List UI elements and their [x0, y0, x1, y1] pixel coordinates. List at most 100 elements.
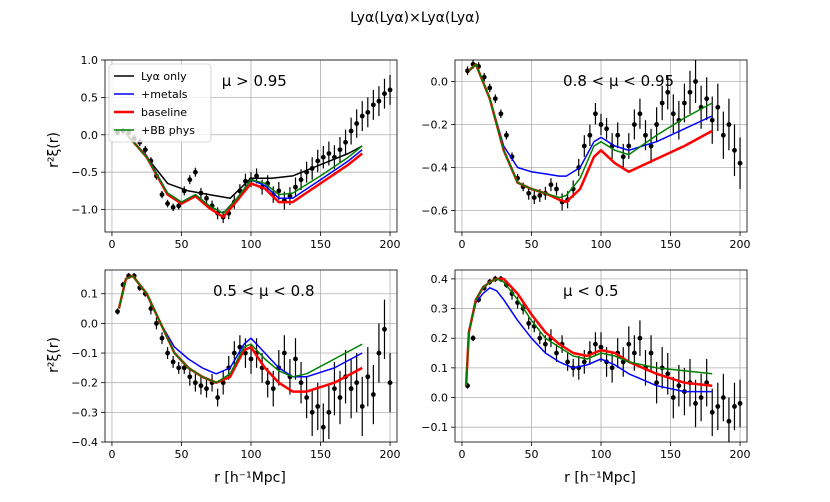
y-tick-label: −0.2 [421, 119, 448, 132]
data-point [587, 132, 593, 138]
x-tick-label: 50 [174, 448, 188, 461]
x-tick-label: 0 [108, 448, 115, 461]
data-point [648, 143, 654, 149]
panel-annotation: μ > 0.95 [222, 72, 287, 90]
data-point [526, 320, 532, 326]
data-point [204, 195, 209, 201]
y-tick-label: −1.0 [71, 204, 98, 217]
data-point [192, 380, 198, 386]
data-point [470, 335, 476, 341]
y-tick-label: 1.0 [81, 54, 99, 67]
data-point [365, 109, 371, 115]
data-point [598, 344, 604, 350]
data-point [654, 380, 660, 386]
data-point [737, 401, 743, 406]
data-point [254, 173, 259, 179]
data-point [682, 100, 687, 106]
x-tick-label: 150 [660, 448, 681, 461]
x-tick-label: 100 [591, 448, 612, 461]
data-point [537, 193, 543, 198]
data-point [720, 132, 726, 138]
data-point [337, 395, 343, 400]
data-point [593, 341, 598, 347]
data-point [704, 96, 710, 102]
y-tick-label: 0.3 [431, 303, 449, 316]
x-tick-label: 100 [591, 238, 612, 251]
x-tick-label: 0 [458, 448, 465, 461]
legend-box [108, 63, 212, 143]
data-point [187, 374, 193, 380]
data-point [604, 126, 609, 132]
data-point [382, 91, 387, 97]
data-point [626, 341, 632, 347]
data-point [320, 154, 326, 160]
y-tick-label: 0.0 [431, 392, 449, 405]
y-tick-label: −0.6 [421, 205, 448, 218]
data-point [382, 326, 387, 332]
panel-annotation: 0.5 < μ < 0.8 [213, 282, 314, 300]
legend-label: Lyα only [141, 70, 187, 83]
x-tick-label: 150 [310, 238, 331, 251]
data-point [326, 409, 332, 415]
data-point [631, 122, 637, 127]
data-point [170, 359, 176, 365]
data-point [281, 350, 287, 356]
x-tick-label: 50 [524, 448, 538, 461]
x-tick-label: 100 [241, 448, 262, 461]
series-line-ly-only [125, 132, 363, 200]
data-point [198, 383, 204, 389]
data-point [376, 350, 382, 356]
y-tick-label: −0.5 [71, 166, 98, 179]
y-tick-label: 0.0 [431, 76, 449, 89]
data-point [248, 356, 254, 362]
data-point [698, 395, 704, 400]
data-point [554, 350, 559, 356]
x-tick-label: 50 [524, 238, 538, 251]
data-point [337, 147, 343, 153]
data-point [348, 128, 354, 134]
data-point [676, 383, 682, 389]
data-point [265, 380, 271, 386]
y-axis-label-bottom: r²ξ(r) [46, 337, 62, 373]
data-point [726, 122, 732, 127]
data-point [665, 89, 671, 95]
data-point [359, 113, 365, 119]
data-point [315, 158, 321, 164]
data-point [715, 404, 721, 409]
axes-frame [454, 59, 748, 233]
data-point [176, 203, 182, 209]
y-tick-label: 0.0 [81, 129, 99, 142]
series-line--bb-phys [465, 278, 713, 386]
data-point [537, 335, 543, 341]
data-point [637, 111, 643, 117]
data-point [181, 365, 187, 371]
data-point [504, 132, 509, 138]
data-point [732, 404, 737, 409]
panel-annotation: 0.8 < μ < 0.95 [563, 72, 674, 90]
data-point [487, 85, 493, 91]
data-point [298, 177, 304, 183]
data-point [648, 350, 654, 356]
y-tick-label: 0.2 [431, 332, 449, 345]
data-point [548, 182, 554, 188]
data-point [376, 98, 382, 104]
y-axis-label-top: r²ξ(r) [46, 132, 62, 168]
data-point [309, 409, 315, 415]
data-point [609, 365, 615, 371]
data-point [581, 143, 587, 149]
data-point [354, 380, 360, 386]
data-point [481, 74, 487, 80]
data-point [154, 320, 159, 326]
data-point [732, 147, 737, 153]
figure-title: Lyα(Lyα)×Lyα(Lyα) [350, 10, 480, 26]
data-point [693, 401, 698, 406]
axes-frame [104, 269, 398, 443]
y-tick-label: −0.2 [71, 377, 98, 390]
x-tick-label: 150 [660, 238, 681, 251]
data-point [365, 374, 371, 380]
data-point [187, 177, 193, 183]
data-point [320, 424, 326, 430]
panel-1: 0 50 100 150 200 −1.0 −0.5 0.0 0.5 1.0 μ > 0.95 Lyα… [71, 54, 400, 251]
data-point [631, 350, 637, 356]
legend-label: +BB phys [141, 124, 195, 137]
